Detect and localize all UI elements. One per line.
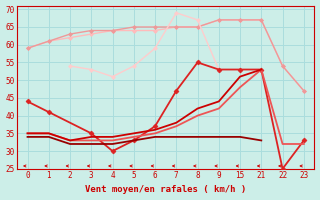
X-axis label: Vent moyen/en rafales ( km/h ): Vent moyen/en rafales ( km/h ) (85, 185, 246, 194)
